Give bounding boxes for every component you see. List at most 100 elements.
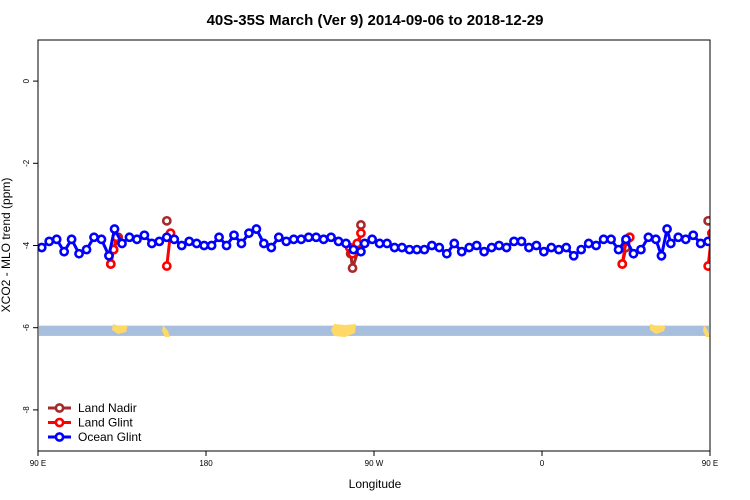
data-point [665,238,676,249]
legend-label: Land Glint [78,416,133,430]
y-tick-label: -4 [22,241,31,249]
data-point [650,234,661,245]
data-point [251,224,262,234]
data-point [236,238,247,249]
data-point [509,236,519,247]
data-point [44,236,55,247]
data-point [59,246,70,257]
data-point [706,228,710,238]
data-point [389,242,400,253]
data-point [124,232,135,243]
data-point [479,246,490,257]
data-point [538,246,549,257]
data-point [356,220,366,230]
data-point [105,259,116,269]
data-point [161,215,172,226]
data-point [104,250,114,261]
data-point [613,244,624,255]
data-point [561,242,572,253]
data-point [74,248,84,259]
data-point [434,242,445,253]
data-point [516,236,527,247]
data-point [703,236,710,247]
x-axis-label: Longitude [349,477,402,491]
map-land-4 [703,325,710,337]
data-point [695,238,706,249]
x-tick-label: 180 [199,459,213,468]
legend-item-land-nadir: Land Nadir [48,401,137,415]
data-point [606,234,616,245]
data-point [553,244,564,255]
data-point [486,242,497,253]
data-point [288,234,299,245]
data-point [191,238,202,249]
data-point [656,250,667,261]
data-point [221,240,232,251]
y-tick-label: -6 [22,324,31,332]
data-point [397,242,407,253]
data-point [591,240,602,251]
data-point [576,244,587,255]
data-point [161,232,172,243]
map-land-0 [112,324,128,334]
data-point [96,234,107,245]
data-point [524,242,534,253]
data-point [184,236,195,247]
data-point [708,236,710,243]
data-point [117,238,127,249]
data-point [374,238,385,249]
data-point [680,234,691,245]
data-point [132,234,142,245]
data-point [206,240,217,251]
data-point [426,240,437,251]
legend-item-ocean-glint: Ocean Glint [48,430,142,444]
data-point [356,246,366,257]
legend-swatch-marker [54,432,65,442]
data-point [229,230,239,241]
data-point [281,236,292,247]
y-tick-label: -8 [22,406,31,414]
data-point [356,228,366,239]
data-point [617,259,628,269]
data-point [688,230,699,241]
legend-label: Ocean Glint [78,430,142,444]
data-point [456,246,467,257]
data-point [333,236,344,247]
data-point [643,232,654,243]
data-point [169,234,180,245]
data-point [89,232,99,243]
data-point [199,240,210,251]
chart-title: 40S-35S March (Ver 9) 2014-09-06 to 2018… [207,12,544,29]
series-ocean-glint [38,224,710,262]
data-point [531,240,542,251]
data-point [38,242,47,253]
data-point [318,234,329,245]
data-point [441,248,452,259]
data-point [81,244,92,255]
data-point [621,234,631,245]
legend-label: Land Nadir [78,401,137,415]
data-point [494,240,504,251]
data-point [568,250,579,261]
data-point [382,238,392,249]
data-point [636,244,646,255]
data-point [66,234,77,245]
legend-item-land-glint: Land Glint [48,416,133,430]
data-point [464,242,475,253]
data-point [628,248,639,259]
y-axis-label: XCO2 - MLO trend (ppm) [0,178,13,313]
data-point [214,232,224,243]
data-point [258,238,269,249]
data-point [146,238,157,249]
legend-swatch-marker [54,417,65,428]
data-point [703,261,710,271]
data-point [471,240,482,251]
data-point [303,232,314,243]
data-point [326,232,336,243]
data-point [359,238,370,249]
y-axis: 0 -2 -4 -6 -8 [22,78,38,413]
data-point [244,228,254,239]
data-point [139,230,150,241]
data-point [583,238,594,249]
